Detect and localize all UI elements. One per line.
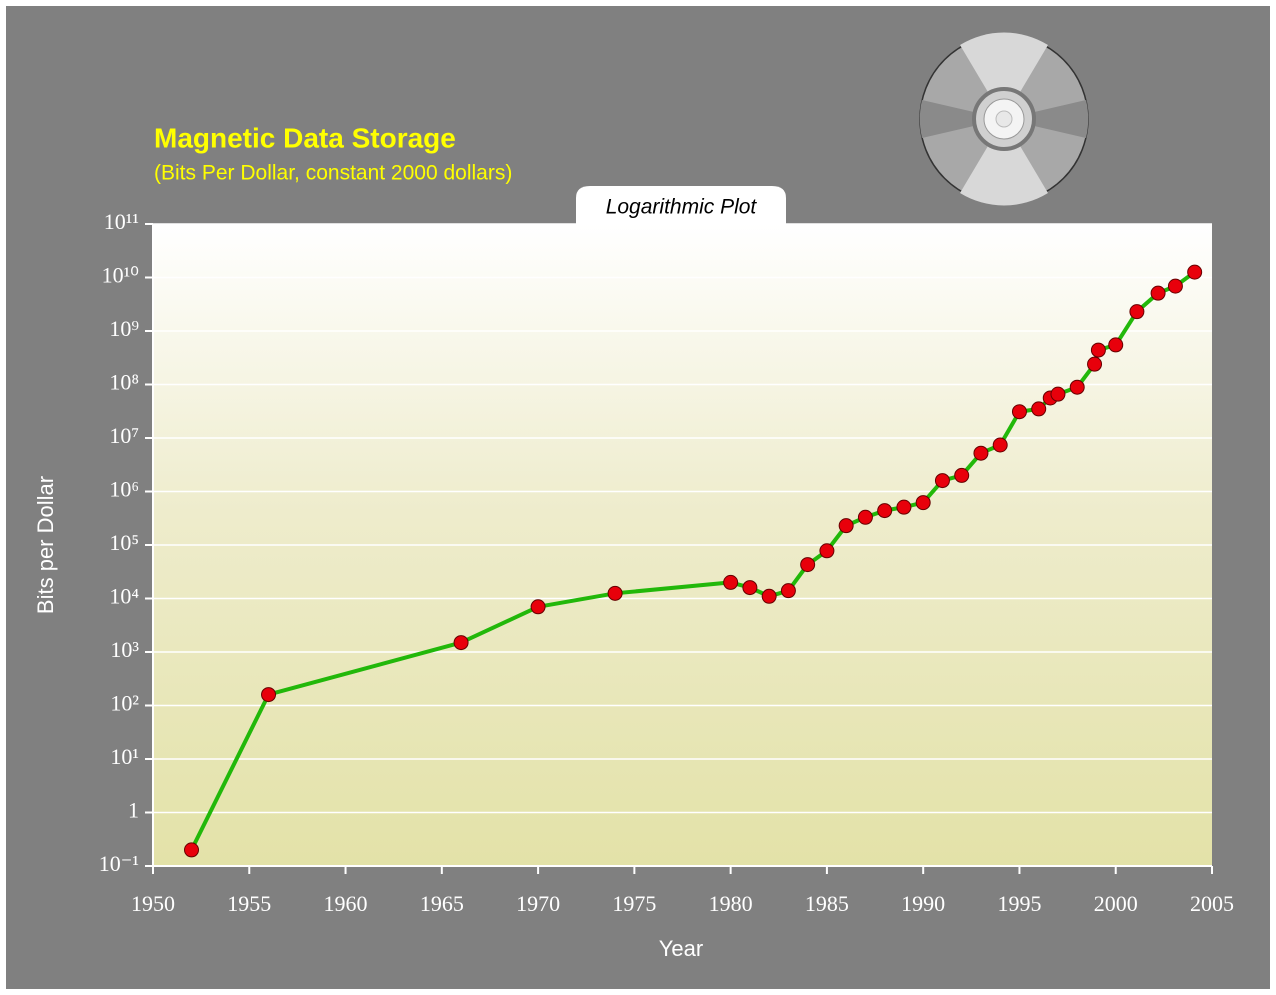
marker	[723, 574, 739, 590]
marker	[1108, 337, 1124, 353]
x-tick-label: 1965	[420, 891, 464, 916]
marker	[607, 585, 623, 601]
marker	[761, 588, 777, 604]
marker	[954, 467, 970, 483]
x-tick-label: 1970	[516, 891, 560, 916]
marker	[453, 635, 469, 651]
x-tick-label: 2005	[1190, 891, 1234, 916]
marker	[1069, 379, 1085, 395]
x-tick-label: 1960	[324, 891, 368, 916]
x-axis-label: Year	[659, 936, 703, 961]
y-tick-label: 1	[128, 798, 139, 823]
marker	[1011, 404, 1027, 420]
marker	[896, 499, 912, 515]
marker	[1090, 342, 1106, 358]
x-tick-label: 1995	[997, 891, 1041, 916]
y-tick-label: 10³	[110, 637, 139, 662]
marker	[780, 583, 796, 599]
annotation-tab	[576, 186, 786, 224]
x-tick-label: 1955	[227, 891, 271, 916]
disc-icon	[919, 32, 1089, 206]
marker	[742, 580, 758, 596]
y-tick-label: 10⁷	[109, 423, 139, 448]
y-tick-label: 10⁻¹	[99, 851, 139, 876]
chart-title: Magnetic Data Storage	[154, 122, 456, 153]
marker	[934, 473, 950, 489]
x-tick-label: 1975	[612, 891, 656, 916]
marker	[1187, 264, 1203, 280]
x-tick-label: 1980	[709, 891, 753, 916]
marker	[1150, 285, 1166, 301]
y-tick-label: 10¹¹	[104, 209, 139, 234]
y-tick-label: 10⁹	[109, 316, 139, 341]
y-axis-label: Bits per Dollar	[33, 476, 58, 614]
marker	[800, 557, 816, 573]
marker	[1050, 386, 1066, 402]
marker	[838, 518, 854, 534]
marker	[530, 599, 546, 615]
annotation: Logarithmic Plot	[606, 196, 758, 219]
marker	[184, 842, 200, 858]
y-tick-label: 10⁴	[109, 584, 139, 609]
marker	[1031, 401, 1047, 417]
marker	[973, 445, 989, 461]
x-tick-label: 2000	[1094, 891, 1138, 916]
chart-subtitle: (Bits Per Dollar, constant 2000 dollars)	[154, 162, 512, 185]
marker	[992, 437, 1008, 453]
marker	[819, 543, 835, 559]
y-tick-label: 10⁵	[109, 530, 139, 555]
y-tick-label: 10⁶	[109, 477, 139, 502]
y-tick-label: 10⁸	[109, 370, 139, 395]
y-tick-label: 10²	[110, 691, 139, 716]
marker	[915, 495, 931, 511]
x-tick-label: 1990	[901, 891, 945, 916]
marker	[857, 509, 873, 525]
x-tick-label: 1985	[805, 891, 849, 916]
y-tick-label: 10¹⁰	[102, 263, 140, 288]
marker	[261, 687, 277, 703]
marker	[1167, 278, 1183, 294]
marker	[1129, 304, 1145, 320]
marker	[877, 503, 893, 519]
marker	[1087, 356, 1103, 372]
x-tick-label: 1950	[131, 891, 175, 916]
y-tick-label: 10¹	[110, 744, 139, 769]
